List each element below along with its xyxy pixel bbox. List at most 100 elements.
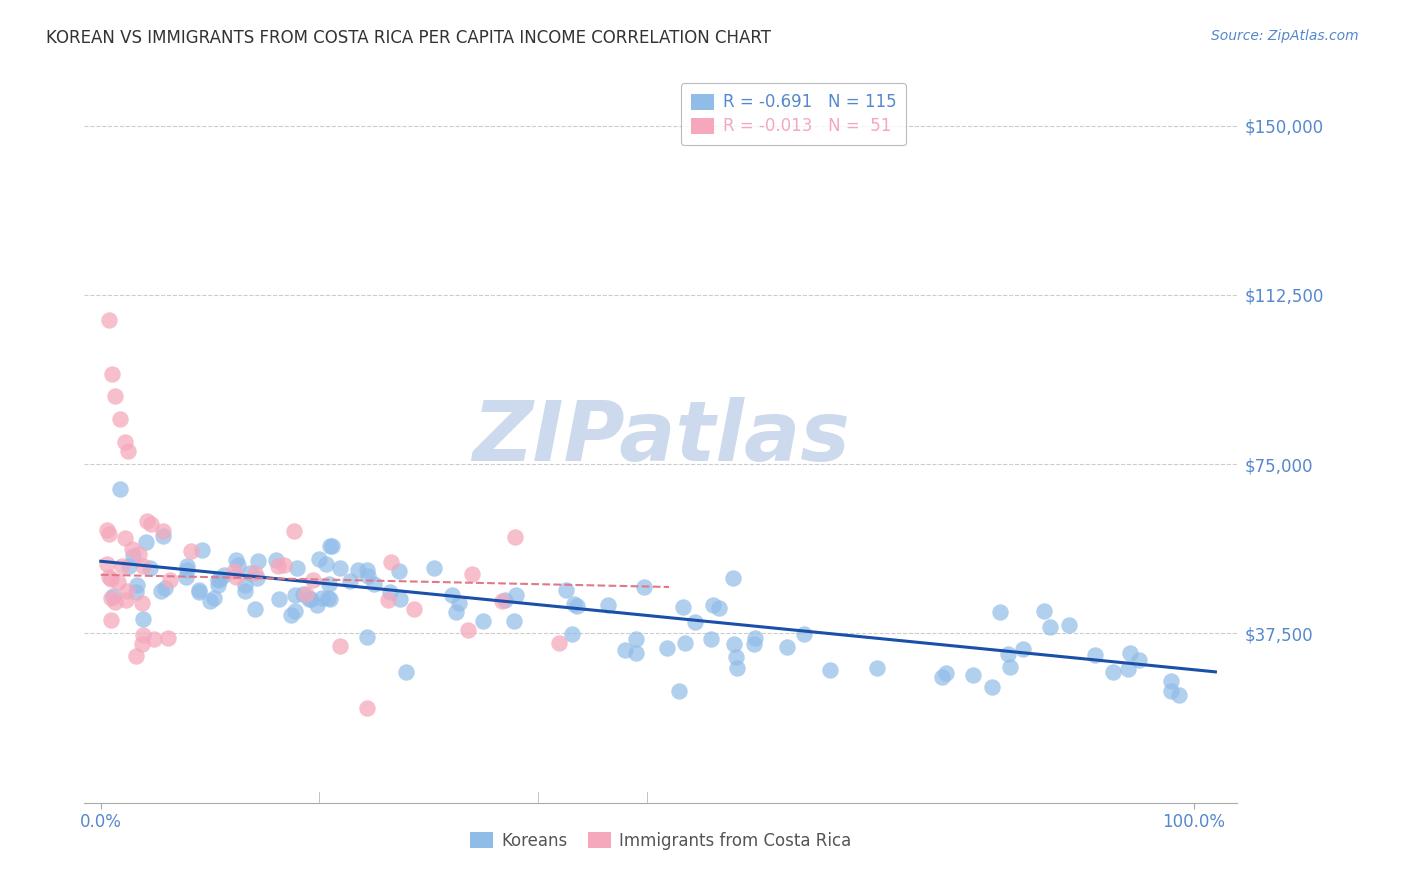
Point — [356, 630, 378, 644]
Point — [818, 663, 841, 677]
Point — [110, 412, 132, 426]
Point — [222, 565, 245, 579]
Point — [356, 563, 378, 577]
Point — [245, 601, 267, 615]
Point — [98, 527, 121, 541]
Point — [668, 684, 690, 698]
Point — [388, 564, 411, 578]
Point — [98, 312, 121, 326]
Point — [110, 482, 132, 496]
Point — [723, 637, 745, 651]
Point — [1000, 659, 1022, 673]
Point — [225, 570, 247, 584]
Point — [675, 636, 697, 650]
Point — [1116, 662, 1139, 676]
Point — [207, 573, 229, 587]
Point — [100, 572, 122, 586]
Point — [125, 648, 148, 663]
Point — [202, 591, 225, 605]
Point — [233, 583, 256, 598]
Point — [357, 568, 380, 582]
Point — [121, 541, 143, 556]
Point — [702, 599, 724, 613]
Point — [233, 578, 256, 592]
Text: Source: ZipAtlas.com: Source: ZipAtlas.com — [1211, 29, 1358, 43]
Point — [672, 600, 695, 615]
Point — [100, 613, 122, 627]
Point — [141, 516, 163, 531]
Point — [128, 547, 150, 561]
Point — [280, 607, 302, 622]
Point — [721, 571, 744, 585]
Point — [491, 594, 513, 608]
Point — [273, 558, 295, 573]
Point — [744, 637, 766, 651]
Point — [1167, 688, 1189, 702]
Point — [655, 640, 678, 655]
Point — [554, 582, 576, 597]
Point — [319, 539, 342, 553]
Point — [118, 558, 141, 573]
Point — [318, 577, 340, 591]
Point — [329, 561, 352, 575]
Point — [283, 524, 305, 539]
Point — [117, 443, 139, 458]
Point — [315, 557, 337, 571]
Point — [107, 575, 129, 590]
Point — [1057, 618, 1080, 632]
Point — [444, 606, 467, 620]
Point — [131, 596, 153, 610]
Point — [207, 577, 229, 591]
Point — [683, 615, 706, 629]
Point — [114, 532, 136, 546]
Point — [356, 700, 378, 714]
Point — [284, 604, 307, 618]
Point — [329, 639, 352, 653]
Point — [725, 650, 748, 665]
Point — [143, 632, 166, 647]
Point — [284, 588, 307, 602]
Point — [1011, 642, 1033, 657]
Legend: Koreans, Immigrants from Costa Rica: Koreans, Immigrants from Costa Rica — [463, 825, 859, 856]
Point — [447, 596, 470, 610]
Text: ZIPatlas: ZIPatlas — [472, 397, 849, 477]
Point — [709, 601, 731, 615]
Point — [793, 627, 815, 641]
Point — [402, 602, 425, 616]
Point — [377, 593, 399, 607]
Point — [176, 563, 198, 577]
Point — [624, 632, 647, 646]
Point — [494, 593, 516, 607]
Point — [1160, 683, 1182, 698]
Point — [440, 588, 463, 602]
Point — [135, 514, 157, 528]
Point — [180, 544, 202, 558]
Point — [380, 555, 402, 569]
Point — [1033, 604, 1056, 618]
Point — [153, 581, 176, 595]
Point — [562, 597, 585, 611]
Point — [190, 542, 212, 557]
Point — [114, 434, 136, 449]
Point — [187, 583, 209, 598]
Point — [321, 539, 343, 553]
Point — [115, 592, 138, 607]
Point — [101, 590, 124, 604]
Point — [301, 574, 323, 588]
Point — [292, 587, 315, 601]
Point — [1039, 620, 1062, 634]
Point — [305, 598, 328, 612]
Point — [1119, 646, 1142, 660]
Point — [744, 631, 766, 645]
Point — [152, 529, 174, 543]
Point — [461, 566, 484, 581]
Point — [472, 615, 495, 629]
Point — [176, 559, 198, 574]
Point — [395, 665, 418, 680]
Point — [626, 646, 648, 660]
Point — [226, 558, 249, 573]
Point — [152, 524, 174, 538]
Point — [208, 573, 231, 587]
Point — [239, 566, 262, 580]
Point — [1102, 665, 1125, 680]
